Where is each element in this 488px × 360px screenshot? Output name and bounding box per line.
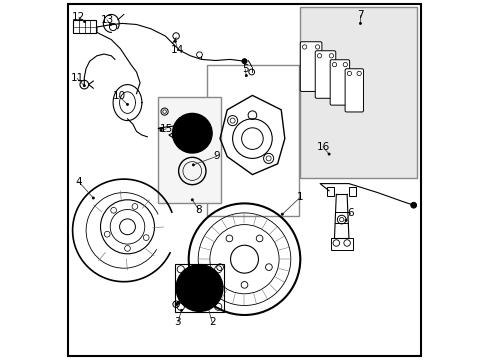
Text: 16: 16 [316, 142, 329, 152]
Circle shape [180, 137, 184, 141]
Circle shape [327, 153, 329, 155]
Bar [326, 187, 334, 196]
Bar [73, 20, 96, 33]
Circle shape [244, 75, 247, 77]
Text: 10: 10 [112, 91, 125, 102]
Circle shape [184, 121, 188, 125]
Circle shape [190, 120, 194, 124]
Text: 1: 1 [296, 192, 303, 202]
Circle shape [196, 141, 200, 145]
Circle shape [192, 164, 194, 166]
FancyBboxPatch shape [345, 69, 363, 112]
FancyBboxPatch shape [300, 42, 321, 91]
Text: 7: 7 [356, 10, 363, 21]
Circle shape [191, 199, 193, 201]
Bar [206, 65, 298, 216]
Circle shape [83, 21, 85, 23]
Circle shape [344, 219, 346, 221]
Bar [348, 187, 355, 196]
Text: 11: 11 [70, 73, 83, 84]
FancyBboxPatch shape [329, 60, 349, 105]
Circle shape [207, 308, 209, 310]
Circle shape [176, 265, 223, 311]
Text: 2: 2 [208, 317, 215, 327]
Circle shape [410, 202, 416, 208]
Bar [300, 7, 416, 178]
Bar [175, 264, 224, 312]
Circle shape [200, 125, 204, 130]
Circle shape [126, 103, 128, 105]
Circle shape [190, 143, 194, 147]
Circle shape [194, 283, 204, 293]
Circle shape [92, 197, 94, 199]
Circle shape [180, 309, 182, 311]
Text: 8: 8 [195, 205, 202, 215]
Circle shape [184, 141, 188, 145]
Text: 9: 9 [213, 151, 220, 161]
Circle shape [281, 213, 283, 215]
Text: 15: 15 [159, 124, 172, 134]
Circle shape [196, 121, 200, 125]
Circle shape [200, 137, 204, 141]
Circle shape [359, 22, 361, 24]
Circle shape [83, 85, 85, 87]
Text: 12: 12 [72, 12, 85, 22]
Text: 3: 3 [174, 317, 181, 327]
Circle shape [109, 23, 111, 26]
Circle shape [178, 131, 183, 135]
Text: 13: 13 [100, 15, 113, 25]
Bar [158, 97, 221, 203]
Text: 14: 14 [171, 45, 184, 55]
Text: 6: 6 [346, 208, 353, 218]
Circle shape [160, 129, 162, 131]
FancyBboxPatch shape [315, 51, 335, 98]
Circle shape [242, 59, 246, 64]
Circle shape [172, 113, 212, 153]
Circle shape [180, 125, 184, 130]
Bar [330, 238, 352, 250]
Circle shape [201, 131, 205, 135]
Text: 4: 4 [76, 177, 82, 187]
Circle shape [174, 40, 176, 42]
Text: 5: 5 [242, 64, 248, 74]
